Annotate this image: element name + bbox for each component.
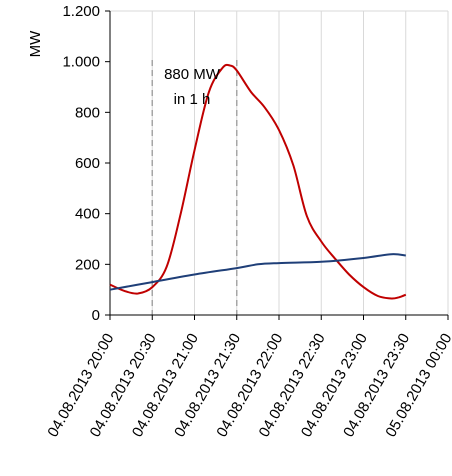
y-tick-label-1: 200	[75, 256, 100, 273]
y-tick-label-5: 1.000	[62, 54, 100, 71]
series-line-0	[109, 63, 407, 300]
series-lines	[109, 63, 407, 300]
axes	[105, 10, 449, 320]
annotation: 880 MW in 1 h	[164, 66, 221, 108]
annotation-line-2: in 1 h	[174, 91, 211, 108]
series-line-1	[109, 253, 406, 291]
y-tick-label-6: 1.200	[62, 3, 100, 20]
marker-lines	[151, 60, 238, 315]
y-tick-label-2: 400	[75, 206, 100, 223]
y-axis-label: MW	[27, 30, 44, 57]
y-tick-labels: 0 200 400 600 800 1.000 1.200	[62, 3, 100, 324]
y-tick-label-3: 600	[75, 155, 100, 172]
y-tick-label-4: 800	[75, 104, 100, 121]
gridlines	[109, 10, 449, 315]
y-tick-label-0: 0	[92, 307, 100, 324]
annotation-line-1: 880 MW	[164, 66, 221, 83]
